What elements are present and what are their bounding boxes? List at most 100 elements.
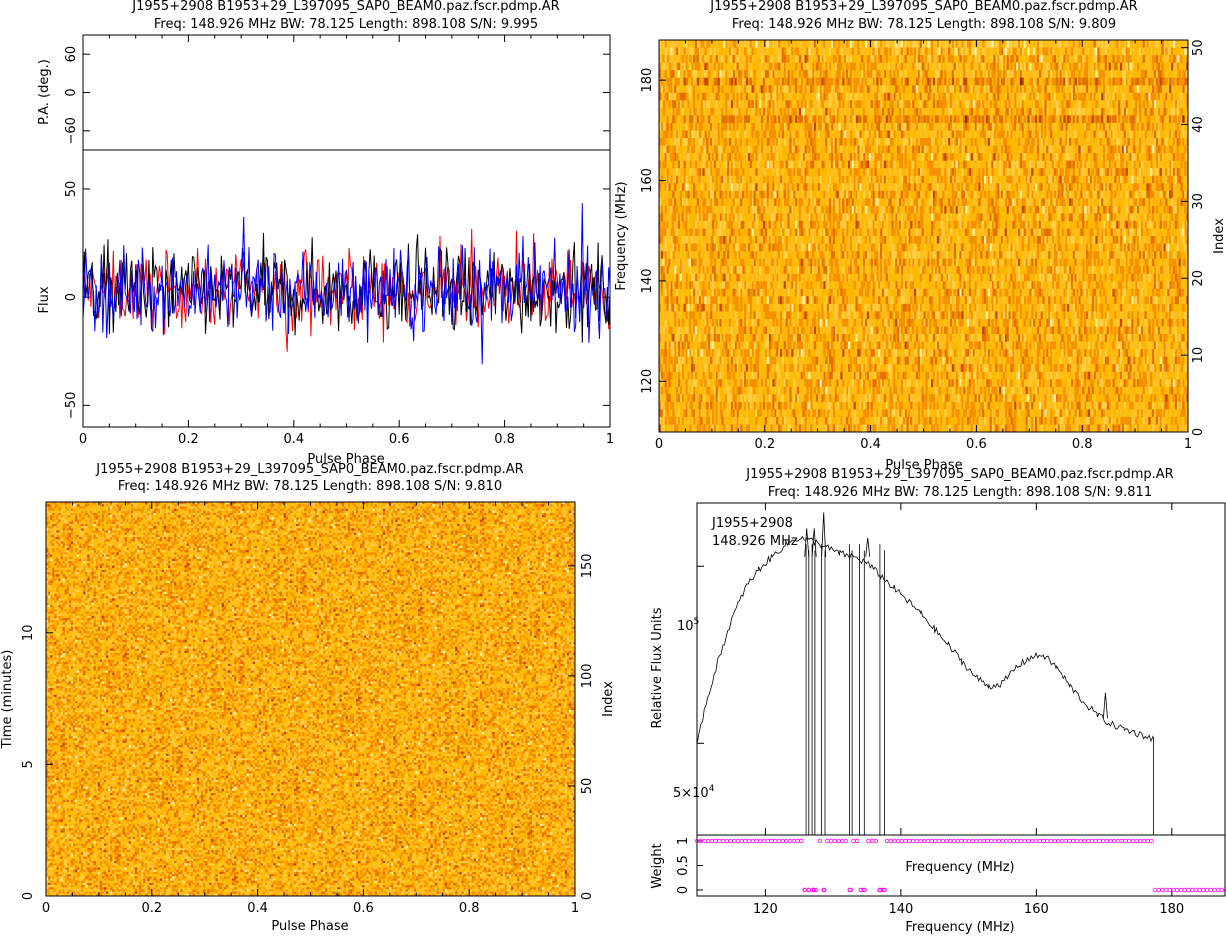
tr-heatmap-cells	[677, 220, 1177, 229]
bl-heatmap-cells	[93, 624, 549, 628]
br-weight-point	[1141, 838, 1147, 844]
bl-heatmap-cells	[50, 878, 541, 881]
br-weight-point	[1138, 838, 1143, 844]
bl-heatmap-cells	[46, 635, 563, 639]
bl-heatmap-cells	[48, 852, 557, 855]
br-spectrum-line	[696, 535, 1154, 835]
bl-heatmap-cells	[50, 556, 576, 560]
bl-heatmap-cells	[46, 832, 565, 836]
bl-heatmap-cells	[62, 604, 572, 608]
tr-heatmap-cells	[681, 107, 1179, 116]
bl-heatmap-cells	[60, 512, 568, 516]
br-weight-point	[1119, 838, 1124, 844]
bl-heatmap-cells	[48, 887, 559, 890]
br-weight-point	[1093, 838, 1098, 844]
br-weight-point	[843, 838, 849, 844]
bl-heatmap-cells	[77, 661, 574, 665]
br-weight-point	[1104, 838, 1109, 844]
br-weight-point	[743, 838, 748, 844]
bl-heatmap-cells	[60, 607, 545, 610]
tr-heatmap-cells	[1148, 416, 1151, 425]
br-weight-point	[735, 838, 741, 844]
bl-heatmap-cells	[46, 810, 572, 814]
bl-heatmap-cells	[52, 751, 549, 755]
br-weight-point	[761, 838, 767, 844]
br-weight-point	[1000, 838, 1005, 844]
tl-pa-tick-label: 0	[64, 88, 79, 96]
br-weight-point	[948, 838, 953, 844]
bl-heatmap-cells	[46, 723, 532, 726]
br-weight-point	[780, 838, 785, 844]
bl-heatmap-cells	[48, 591, 555, 595]
br-weight-point	[812, 887, 817, 893]
bl-ytick-right-label: 100	[580, 663, 595, 688]
bl-heatmap-cells	[46, 622, 561, 625]
bl-heatmap-cells	[58, 810, 570, 814]
bl-heatmap-cells	[48, 714, 570, 717]
bl-heatmap-cells	[52, 790, 568, 794]
bl-heatmap-cells	[58, 515, 551, 518]
bl-heatmap-cells	[48, 672, 563, 676]
tr-heatmap-cells	[685, 175, 1177, 184]
tr-heatmap-cells	[664, 266, 1170, 274]
bl-heatmap-cells	[48, 681, 557, 684]
bl-heatmap-cells	[48, 580, 576, 584]
bl-heatmap-cells	[430, 521, 433, 525]
bl-heatmap-cells	[50, 602, 574, 606]
tr-heatmap-cells	[668, 258, 1155, 267]
bl-heatmap-cells	[62, 804, 568, 807]
bl-heatmap-cells	[83, 882, 86, 886]
br-weight-point	[884, 838, 890, 844]
tr-x-label: 1	[1184, 437, 1192, 452]
bl-heatmap-cells	[50, 648, 576, 652]
bl-heatmap-cells	[54, 534, 464, 538]
bl-heatmap-cells	[62, 799, 479, 803]
tr-heatmap-cells	[659, 228, 1187, 237]
bl-heatmap-cells	[48, 506, 576, 509]
bl-heatmap-cells	[54, 828, 574, 831]
tr-x-label: 0.6	[966, 437, 987, 452]
bl-heatmap-cells	[56, 655, 572, 658]
br-weight-point	[1048, 838, 1054, 844]
bl-heatmap-cells	[70, 545, 576, 549]
bl-heatmap-cells	[54, 530, 574, 533]
tr-heatmap-cells	[762, 107, 1166, 116]
tr-ytick-label: 180	[640, 68, 655, 93]
br-weight-point	[1167, 887, 1172, 893]
tr-heatmap-cells	[1150, 168, 1153, 176]
bl-heatmap-cells	[333, 526, 336, 529]
bl-heatmap-cells	[46, 552, 557, 555]
bl-heatmap-cells	[66, 537, 574, 540]
bl-heatmap-cells	[62, 582, 570, 586]
bl-heatmap-cells	[48, 841, 532, 844]
bl-heatmap-cells	[52, 618, 572, 621]
br-weight-point	[929, 838, 934, 844]
bl-heatmap-cells	[60, 744, 63, 748]
bl-heatmap-cells	[50, 547, 576, 551]
br-weight-point	[706, 838, 711, 844]
bl-heatmap-cells	[60, 766, 563, 770]
bl-heatmap-cells	[50, 655, 125, 658]
bl-heatmap-cells	[46, 716, 574, 719]
bl-heatmap-cells	[56, 558, 553, 562]
tr-ytick-right-label: 50	[1191, 39, 1206, 56]
tr-heatmap-cells	[1163, 243, 1166, 252]
tl-flux-tick-label: 50	[64, 181, 79, 198]
bl-heatmap-cells	[48, 758, 565, 761]
tr-ytick-label: 140	[640, 269, 655, 294]
bl-heatmap-cells	[46, 598, 574, 601]
tr-heatmap-cells	[666, 160, 1170, 169]
bl-heatmap-cells	[50, 867, 572, 871]
br-weight-point	[1015, 838, 1020, 844]
br-weight-point	[1134, 838, 1139, 844]
tr-heatmap-cells	[664, 92, 1189, 101]
br-weight-point	[977, 838, 983, 844]
br-weight-point	[951, 838, 957, 844]
tr-heatmap-cells	[660, 251, 664, 259]
bl-heatmap-cells	[48, 762, 559, 765]
bl-x-label: 0.6	[353, 901, 374, 916]
tr-heatmap-cells	[662, 281, 1170, 290]
bl-heatmap-cells	[46, 591, 574, 595]
br-weight-point	[922, 838, 927, 844]
